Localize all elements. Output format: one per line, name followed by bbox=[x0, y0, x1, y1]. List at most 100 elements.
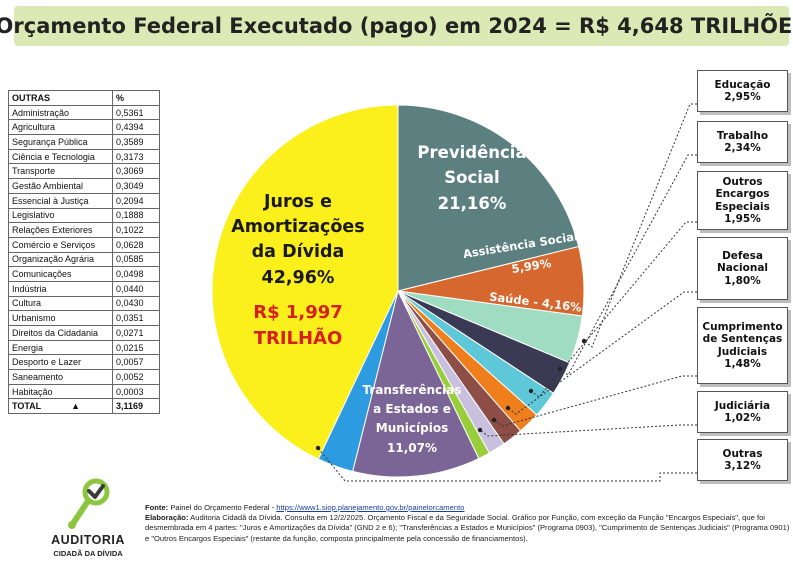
title-banner: Orçamento Federal Executado (pago) em 20… bbox=[0, 6, 793, 46]
callout-pct: 1,48% bbox=[724, 358, 761, 370]
callout-box: Outros Encargos Especiais 1,95% bbox=[697, 171, 788, 230]
callout-leader-line bbox=[583, 103, 697, 348]
row-pct: 0,0003 bbox=[112, 383, 160, 400]
table-row: Urbanismo 0,0351 bbox=[8, 310, 160, 326]
logo-name: AUDITORIA bbox=[51, 533, 125, 547]
row-pct: 0,5361 bbox=[112, 104, 160, 121]
row-name: Saneamento bbox=[8, 369, 113, 385]
juros-label-line3: da Dívida bbox=[252, 242, 345, 262]
callout-name: Judiciais bbox=[717, 345, 768, 358]
pie-labels: Juros e Amortizações da Dívida 42,96% R$… bbox=[231, 143, 583, 455]
page-title: Orçamento Federal Executado (pago) em 20… bbox=[0, 14, 793, 38]
callout-leader-line bbox=[530, 221, 697, 398]
arrow-up-icon: ▲ bbox=[71, 401, 81, 412]
footer-source: Fonte: Painel do Orçamento Federal - htt… bbox=[145, 503, 790, 513]
row-pct: 0,0498 bbox=[112, 266, 160, 282]
previdencia-pct-label: 21,16% bbox=[438, 194, 507, 213]
row-name: Administração bbox=[8, 104, 113, 121]
callout-arrow-head bbox=[477, 427, 483, 433]
row-name: Habitação bbox=[8, 383, 113, 400]
footer-elaboration: Elaboração: Auditoria Cidadã da Dívida. … bbox=[145, 513, 790, 544]
callout-pct: 3,12% bbox=[724, 460, 761, 472]
callout-name: Trabalho bbox=[716, 129, 769, 142]
callout-name: Judiciária bbox=[714, 399, 771, 412]
transferencias-pct-label: 11,07% bbox=[387, 441, 437, 455]
callout-leader-line bbox=[559, 154, 697, 376]
callout-box: Trabalho 2,34% bbox=[697, 121, 788, 163]
callout-name: Outras bbox=[722, 447, 763, 460]
juros-label-line1: Juros e bbox=[263, 192, 332, 212]
callout-leader-line bbox=[317, 447, 697, 482]
previdencia-label-line2: Social bbox=[444, 168, 499, 187]
callout-box: Educação 2,95% bbox=[697, 70, 788, 112]
transferencias-label-line1: Transferências bbox=[363, 383, 462, 397]
callout-leader-line bbox=[507, 291, 697, 415]
pie-slice-juros bbox=[211, 104, 399, 460]
callout-box: Judiciária 1,02% bbox=[697, 391, 788, 433]
table-row: Cultura 0,0430 bbox=[8, 295, 160, 312]
pie-slice-transferencias bbox=[352, 289, 480, 478]
table-row: Saneamento 0,0052 bbox=[8, 369, 160, 385]
callout-pct: 2,34% bbox=[724, 142, 761, 154]
total-label: TOTAL bbox=[12, 401, 42, 412]
callout-arrow-head bbox=[528, 388, 534, 394]
juros-amount-line2: TRILHÃO bbox=[254, 326, 343, 349]
callout-box: Outras 3,12% bbox=[697, 439, 788, 481]
juros-amount-line1: R$ 1,997 bbox=[253, 302, 343, 323]
row-name: Cultura bbox=[8, 295, 113, 312]
row-pct: 0,0052 bbox=[112, 369, 160, 385]
callout-pct: 1,95% bbox=[724, 213, 761, 225]
callout-name: Cumprimento bbox=[702, 320, 783, 333]
transferencias-label-line3: Municípios bbox=[376, 421, 448, 435]
table-row: Energia 0,0215 bbox=[8, 339, 160, 356]
pie-slices bbox=[211, 104, 585, 478]
others-table: OUTRAS % Administração 0,5361 Agricultura 0… bbox=[8, 90, 160, 415]
callout-pct: 1,02% bbox=[724, 412, 761, 424]
callout-box: Defesa Nacional 1,80% bbox=[697, 237, 788, 300]
table-row: Administração 0,5361 bbox=[8, 104, 160, 121]
callout-pct: 1,80% bbox=[724, 274, 761, 287]
row-pct: 0,0430 bbox=[112, 295, 160, 312]
table-row: Essencial à Justiça 0,2094 bbox=[8, 192, 160, 209]
table-row: Comunicações 0,0498 bbox=[8, 266, 160, 282]
callout-leader-line bbox=[479, 424, 697, 437]
callout-name: de Sentenças bbox=[702, 333, 783, 345]
table-row: Transporte 0,3069 bbox=[8, 163, 160, 180]
callout-leader-lines bbox=[315, 103, 697, 482]
total-value: 3,1169 bbox=[112, 398, 160, 415]
table-header-row: OUTRAS % bbox=[8, 90, 160, 106]
juros-pct-label: 42,96% bbox=[262, 268, 335, 288]
footer-elaboration-label: Elaboração: bbox=[145, 513, 189, 523]
transferencias-label-line2: a Estados e bbox=[373, 402, 451, 416]
footer-source-label: Fonte: bbox=[145, 503, 169, 512]
table-row: Desporto e Lazer 0,0057 bbox=[8, 354, 160, 371]
logo-subtitle: CIDADÃ DA DÍVIDA bbox=[53, 549, 123, 558]
callout-arrow-head bbox=[491, 417, 497, 423]
callout-box: Cumprimento de Sentenças Judiciais 1,48% bbox=[697, 307, 788, 384]
juros-label-line2: Amortizações bbox=[231, 217, 364, 237]
table-row: Habitação 0,0003 bbox=[8, 383, 160, 400]
row-pct: 0,0057 bbox=[112, 354, 160, 371]
table-row: Direitos da Cidadania 0,0271 bbox=[8, 325, 160, 341]
callout-arrow-head bbox=[581, 338, 587, 344]
assistencia-pct-label: 5,99% bbox=[511, 256, 553, 276]
callout-name: Especiais bbox=[715, 200, 770, 213]
footer-notes: Fonte: Painel do Orçamento Federal - htt… bbox=[145, 503, 790, 544]
callout-pct: 2,95% bbox=[724, 91, 761, 103]
row-pct: 0,0440 bbox=[112, 280, 160, 297]
callout-name: Nacional bbox=[716, 262, 769, 275]
previdencia-label-line1: Previdência bbox=[417, 143, 526, 162]
total-label-cell: TOTAL ▲ bbox=[8, 398, 113, 415]
callout-name: Educação bbox=[714, 78, 771, 91]
callout-arrow-head bbox=[315, 445, 321, 451]
footer-source-link[interactable]: https://www1.siop.planejamento.gov.br/pa… bbox=[276, 503, 465, 512]
footer-elaboration-text: Auditoria Cidadã da Dívida. Consulta em … bbox=[145, 513, 790, 543]
callout-leader-line bbox=[493, 375, 697, 427]
row-pct: 0,0215 bbox=[112, 339, 160, 356]
table-row: Organização Agrária 0,0585 bbox=[8, 251, 160, 268]
footer-source-text: Painel do Orçamento Federal - bbox=[170, 503, 277, 512]
column-header-pct: % bbox=[112, 90, 160, 106]
row-pct: 0,0271 bbox=[112, 325, 160, 341]
callout-arrow-head bbox=[505, 405, 511, 411]
